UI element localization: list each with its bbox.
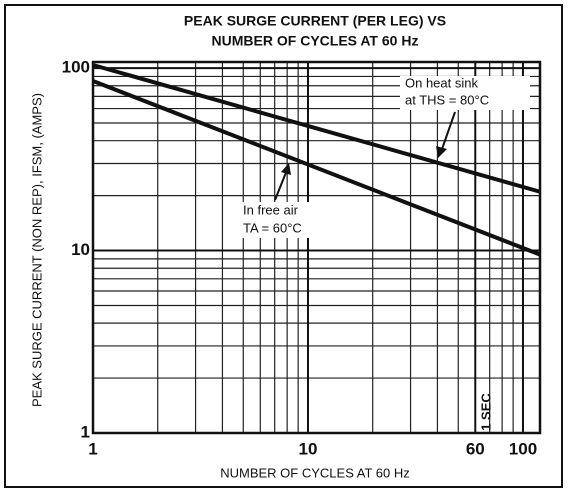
- x-tick-label: 1: [88, 439, 97, 458]
- plot-frame: [91, 60, 542, 435]
- y-tick-label: 1: [81, 422, 90, 441]
- y-axis-label: PEAK SURGE CURRENT (NON REP), IFSM, (AMP…: [29, 93, 44, 407]
- arrow-head: [281, 163, 291, 175]
- annotation: at THS = 80°C: [405, 92, 489, 107]
- annotation: On heat sink: [405, 75, 478, 90]
- series-line: [92, 79, 541, 257]
- arrow: [274, 169, 288, 201]
- annotation-bg: [238, 202, 320, 238]
- annotation-bg: [400, 76, 530, 110]
- chart-title: PEAK SURGE CURRENT (PER LEG) VS: [184, 13, 446, 29]
- x-tick-label: 60: [466, 439, 485, 458]
- x-axis-label: NUMBER OF CYCLES AT 60 Hz: [220, 465, 410, 480]
- annotation: 1 SEC: [478, 393, 493, 431]
- annotation: In free air: [243, 202, 299, 217]
- lines: [92, 63, 541, 257]
- y-tick-label: 100: [62, 58, 90, 77]
- x-tick-label: 100: [509, 439, 537, 458]
- outer-frame: [4, 4, 563, 488]
- y-tick-label: 10: [71, 240, 90, 259]
- annotation: TA = 60°C: [243, 220, 302, 235]
- grid: [92, 62, 540, 434]
- arrow-head: [436, 146, 447, 158]
- chart-title: NUMBER OF CYCLES AT 60 Hz: [212, 33, 419, 49]
- series-line: [92, 63, 541, 194]
- arrow: [440, 111, 456, 153]
- x-tick-label: 10: [299, 439, 318, 458]
